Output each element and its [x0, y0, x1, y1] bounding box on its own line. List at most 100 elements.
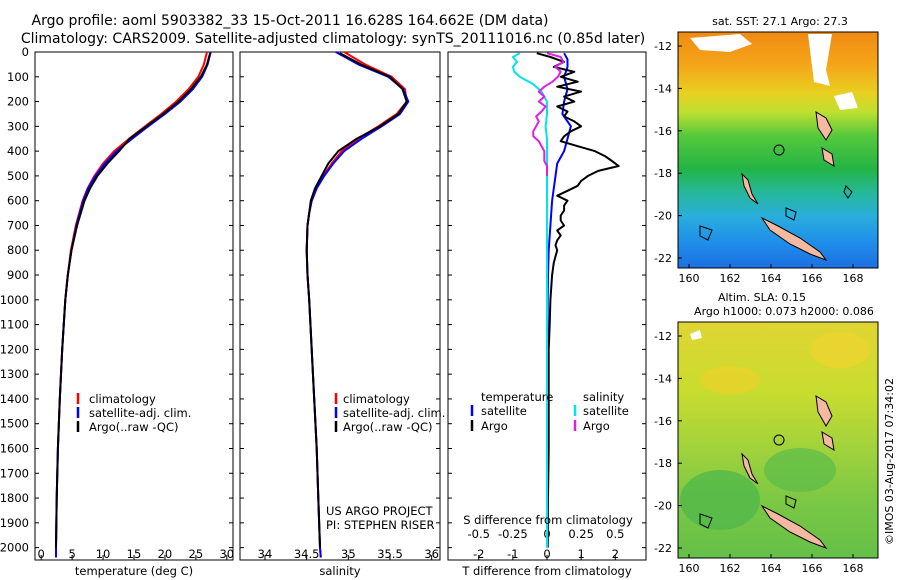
legend-label-salinity-satellite: satellite	[583, 404, 629, 418]
depth-tick-label: 1300	[0, 367, 29, 381]
legend-label-temperature-argo: Argo	[481, 419, 508, 433]
sla-anomaly-patch	[810, 332, 870, 368]
map-x-tick-label: 168	[843, 562, 864, 575]
difference-legend: temperature salinity satellite Argo sate…	[470, 390, 629, 433]
legend-label-temperature-satellite: satellite	[481, 404, 527, 418]
x-tick-label: 15	[127, 547, 142, 561]
x-tick-label: 0	[38, 547, 45, 561]
island-coastline	[843, 185, 853, 199]
sla-map-y-axis: -12 -14 -16 -18 -20 -22	[654, 330, 682, 555]
depth-tick-label: 1900	[0, 516, 29, 530]
sla-map-x-axis: 160 162 164 166 168	[679, 554, 864, 575]
sst-cloud-gap	[690, 34, 752, 52]
depth-tick-label: 200	[7, 95, 29, 109]
sla-anomaly-patch	[700, 366, 760, 394]
series-line-salinity-satellite	[511, 52, 548, 548]
sst-map	[677, 31, 879, 269]
sla-anomaly-patch	[764, 448, 836, 492]
island-coastline	[815, 395, 833, 427]
argo-position-marker	[773, 434, 785, 446]
map-x-tick-label: 162	[720, 562, 741, 575]
x-tick-label: 10	[96, 547, 111, 561]
sst-map-y-axis: -12 -14 -16 -18 -20 -22	[654, 40, 682, 265]
series-line-salinity-argo	[532, 52, 565, 176]
sst-map-x-axis: 160 162 164 166 168	[679, 264, 864, 285]
legend-label-climatology: climatology	[343, 392, 410, 406]
x-tick-label: 1	[577, 547, 584, 561]
map-x-tick-label: 164	[761, 562, 782, 575]
t-difference-axis-label: T difference from climatology	[461, 564, 632, 578]
difference-x-axes: -2 -1 0 1 2-0.5 -0.25 0 0.25 0.5	[467, 527, 624, 561]
sla-map-title-line1: Altim. SLA: 0.15	[718, 291, 806, 304]
depth-tick-label: 0	[22, 45, 29, 59]
map-x-tick-label: 164	[761, 272, 782, 285]
map-x-tick-label: 166	[802, 272, 823, 285]
x-tick-label: 34.5	[294, 547, 320, 561]
figure-title-line2: Climatology: CARS2009. Satellite-adjuste…	[21, 31, 645, 47]
sla-map-frame	[677, 321, 879, 559]
temperature-legend: climatology satellite-adj. clim. Argo(..…	[76, 392, 191, 434]
series-line-argo-raw-qc-	[55, 52, 212, 548]
sla-map-title-line2: Argo h1000: 0.073 h2000: 0.086	[694, 305, 874, 318]
depth-tick-label: 1700	[0, 466, 29, 480]
sst-cloud-gap	[808, 34, 832, 86]
map-y-tick-label: -22	[654, 542, 672, 555]
depth-tick-label: 1000	[0, 293, 29, 307]
series-line-climatology	[55, 51, 208, 558]
x-tick-label: 35	[341, 547, 356, 561]
map-y-tick-label: -14	[654, 82, 672, 95]
depth-tick-label: 1500	[0, 417, 29, 431]
x-tick-label: -2	[473, 547, 484, 561]
depth-tick-label: 1600	[0, 441, 29, 455]
salinity-series	[305, 51, 410, 558]
map-y-tick-label: -20	[654, 210, 672, 223]
map-x-tick-label: 162	[720, 272, 741, 285]
x-tick-label: 34	[258, 547, 273, 561]
sla-data-gap	[690, 330, 702, 340]
x-tick-label: 20	[158, 547, 173, 561]
island-coastline	[821, 431, 835, 451]
x-tick-label: 35.5	[377, 547, 403, 561]
island-coastline	[699, 225, 713, 241]
depth-tick-label: 400	[7, 144, 29, 158]
figure-title-line1: Argo profile: aoml 5903382_33 15-Oct-201…	[32, 13, 549, 29]
salinity-panel-frame	[239, 51, 441, 561]
sla-map	[677, 321, 879, 559]
legend-label-climatology: climatology	[89, 392, 156, 406]
temperature-series	[55, 51, 212, 558]
project-name: US ARGO PROJECT	[326, 504, 434, 518]
depth-tick-label: 1200	[0, 342, 29, 356]
map-y-tick-label: -16	[654, 415, 672, 428]
series-line-satellite-adj-clim-	[305, 51, 410, 558]
depth-tick-label: 900	[7, 268, 29, 282]
x-tick-label: 36	[424, 547, 439, 561]
legend-label-satellite: satellite-adj. clim.	[89, 406, 191, 420]
island-coastline	[760, 504, 828, 550]
depth-tick-label: 1100	[0, 318, 29, 332]
depth-tick-label: 300	[7, 119, 29, 133]
sst-map-frame	[677, 31, 879, 269]
temperature-x-axis: 0 5 10 15 20 25 30	[38, 547, 235, 561]
island-coastline	[785, 207, 797, 221]
depth-tick-label: 2000	[0, 541, 29, 555]
depth-tick-label: 1800	[0, 491, 29, 505]
depth-tick-label: 600	[7, 194, 29, 208]
x-tick-label: 0	[543, 547, 550, 561]
salinity-legend: climatology satellite-adj. clim. Argo(..…	[334, 392, 445, 434]
diff-legend-temperature-header: temperature	[481, 390, 553, 404]
map-y-tick-label: -20	[654, 500, 672, 513]
x-tick-label: 2	[612, 547, 619, 561]
map-x-tick-label: 160	[679, 272, 700, 285]
x-top-tick-label: -0.25	[498, 527, 528, 541]
depth-tick-label: 500	[7, 169, 29, 183]
x-tick-label: 30	[219, 547, 234, 561]
difference-series	[511, 52, 620, 548]
sla-anomaly-patch	[680, 470, 760, 530]
x-tick-label: 5	[68, 547, 75, 561]
salinity-axis-label: salinity	[319, 564, 360, 578]
map-y-tick-label: -16	[654, 125, 672, 138]
island-coastline	[815, 111, 833, 141]
project-pi: PI: STEPHEN RISER	[326, 518, 435, 532]
legend-label-satellite: satellite-adj. clim.	[343, 406, 445, 420]
sst-map-title: sat. SST: 27.1 Argo: 27.3	[712, 15, 848, 28]
